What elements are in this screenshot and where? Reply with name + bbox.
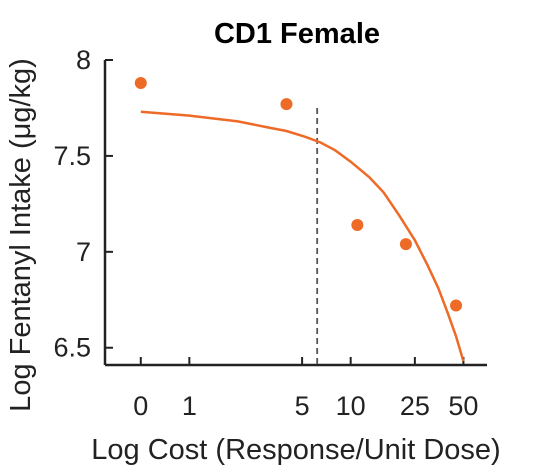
y-tick-label: 8 [76, 45, 91, 75]
plot-area: 6.5 7 7.5 8 0 1 5 10 25 50 [53, 45, 487, 421]
y-axis-label: Log Fentanyl Intake (μg/kg) [5, 58, 37, 412]
x-axis-label: Log Cost (Response/Unit Dose) [91, 434, 500, 466]
x-tick-label: 5 [295, 391, 310, 421]
y-tick-label: 6.5 [53, 333, 91, 363]
data-point [351, 218, 364, 231]
data-point [399, 238, 412, 251]
data-point [134, 77, 147, 90]
chart-title: CD1 Female [214, 18, 380, 50]
x-tick-label: 50 [448, 391, 478, 421]
x-tick-label: 25 [400, 391, 430, 421]
x-tick-label: 0 [133, 391, 148, 421]
x-tick-label: 10 [336, 391, 366, 421]
data-point [280, 98, 293, 111]
y-tick-label: 7.5 [53, 141, 91, 171]
data-point [450, 299, 463, 312]
y-tick-label: 7 [76, 237, 91, 267]
fit-curve [140, 110, 465, 362]
x-tick-label: 1 [182, 391, 197, 421]
